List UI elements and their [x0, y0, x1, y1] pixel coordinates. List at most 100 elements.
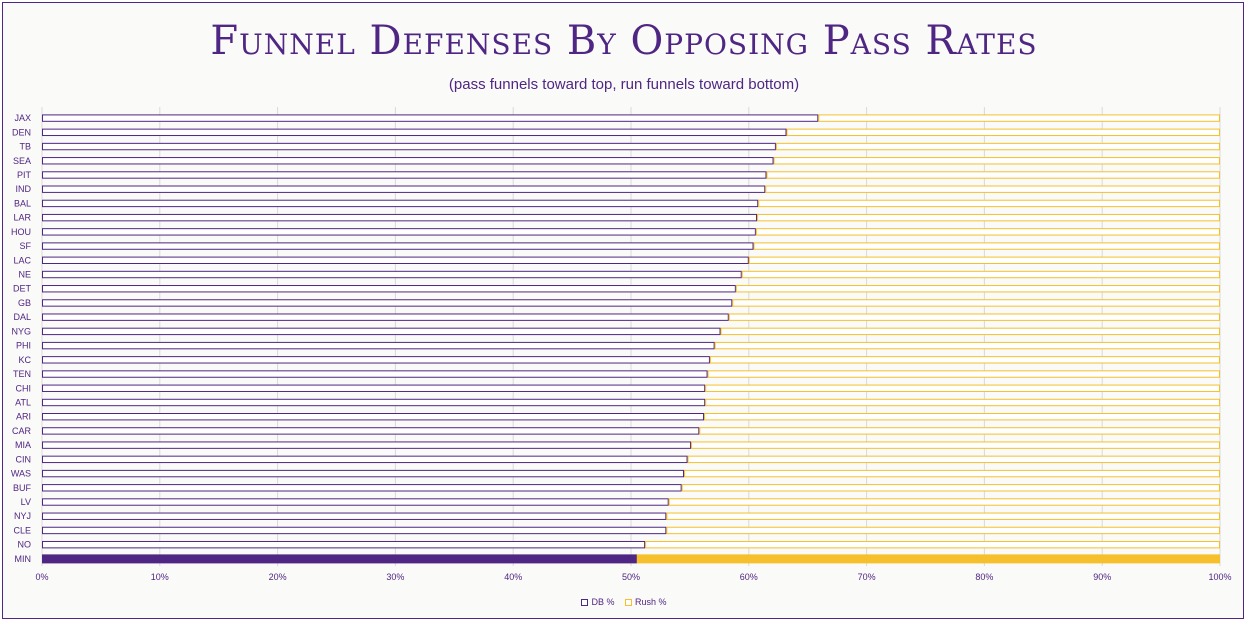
bar-db-nyj [42, 512, 667, 520]
bar-rush-bal [758, 199, 1220, 208]
x-tick-label: 20% [269, 572, 287, 582]
category-label-ari: ARI [16, 412, 31, 422]
bar-rush-pit [766, 171, 1220, 179]
bar-rush-ari [704, 413, 1220, 421]
bar-db-atl [42, 398, 706, 407]
x-tick-label: 10% [151, 572, 169, 582]
bar-rush-lv [668, 498, 1220, 506]
category-label-nyj: NYJ [14, 511, 31, 521]
bar-rush-ind [765, 185, 1220, 193]
bar-db-kc [42, 356, 710, 364]
bar-rush-lac [748, 256, 1220, 264]
category-label-min: MIN [15, 554, 32, 564]
x-tick-label: 60% [740, 572, 758, 582]
category-label-sea: SEA [13, 156, 31, 166]
category-label-tb: TB [19, 142, 31, 152]
category-label-cle: CLE [13, 525, 31, 535]
category-label-car: CAR [12, 426, 32, 436]
bar-db-ind [42, 185, 766, 193]
bar-db-buf [42, 484, 682, 492]
category-label-bal: BAL [14, 198, 31, 208]
bar-db-nyg [42, 327, 721, 336]
bar-rush-den [786, 128, 1220, 137]
bar-db-sf [42, 242, 754, 250]
chart-title: Funnel Defenses By Opposing Pass Rates [210, 18, 1038, 64]
bar-db-lv [42, 498, 669, 506]
bar-rush-tb [775, 142, 1220, 151]
bar-db-lar [42, 213, 758, 222]
bar-db-was [42, 469, 685, 478]
bar-db-cle [42, 526, 667, 535]
bars [42, 114, 1221, 564]
category-label-phi: PHI [16, 341, 31, 351]
bar-db-den [42, 128, 787, 137]
category-label-det: DET [13, 284, 32, 294]
bar-db-phi [42, 341, 715, 350]
bar-db-lac [42, 256, 749, 264]
bar-rush-nyj [666, 512, 1220, 520]
bar-rush-buf [681, 484, 1220, 492]
bar-db-bal [42, 199, 759, 208]
category-label-den: DEN [12, 127, 31, 137]
bar-db-dal [42, 313, 729, 321]
bar-db-cin [42, 455, 688, 464]
bar-rush-ne [741, 270, 1220, 279]
bar-rush-lar [757, 213, 1221, 222]
category-label-ind: IND [16, 184, 32, 194]
x-tick-label: 100% [1208, 572, 1231, 582]
bar-rush-ten [707, 370, 1220, 378]
category-label-dal: DAL [13, 312, 31, 322]
bar-rush-chi [705, 384, 1220, 392]
bar-rush-dal [728, 313, 1220, 321]
category-label-pit: PIT [17, 170, 32, 180]
category-label-ne: NE [18, 270, 31, 280]
x-tick-label: 70% [858, 572, 876, 582]
legend-item-rush: Rush % [625, 597, 667, 607]
category-label-ten: TEN [13, 369, 31, 379]
x-tick-label: 30% [386, 572, 404, 582]
legend-label-db: DB % [591, 597, 615, 607]
bar-rush-cin [687, 455, 1220, 464]
bar-rush-det [735, 285, 1220, 293]
bar-db-mia [42, 441, 692, 449]
x-tick-label: 90% [1093, 572, 1111, 582]
bar-rush-gb [732, 299, 1220, 307]
category-label-jax: JAX [14, 113, 31, 123]
bar-db-no [42, 540, 646, 549]
category-label-gb: GB [18, 298, 31, 308]
bar-rush-car [699, 427, 1220, 435]
category-label-mia: MIA [15, 440, 31, 450]
legend-item-db: DB % [581, 597, 614, 607]
bar-db-tb [42, 142, 776, 151]
bar-db-pit [42, 171, 767, 179]
bar-db-min [42, 554, 637, 564]
bar-db-ten [42, 370, 708, 378]
bar-db-jax [42, 114, 819, 122]
bar-rush-sea [773, 157, 1221, 165]
category-label-lac: LAC [13, 255, 31, 265]
bar-db-sea [42, 157, 774, 165]
bar-rush-mia [691, 441, 1220, 449]
bar-rush-sf [753, 242, 1221, 250]
bar-db-gb [42, 299, 733, 307]
category-label-chi: CHI [16, 383, 32, 393]
bar-rush-nyg [720, 327, 1220, 336]
x-tick-label: 40% [504, 572, 522, 582]
bar-db-ne [42, 270, 742, 279]
category-label-buf: BUF [13, 483, 32, 493]
x-tick-label: 80% [975, 572, 993, 582]
category-label-sf: SF [19, 241, 31, 251]
category-labels: JAX DEN TB SEA PIT IND BAL LAR HOU SF LAC NE DET GB DA… [11, 113, 32, 564]
bar-rush-cle [666, 526, 1220, 535]
x-axis-ticks: 0% 10% 20% 30% 40% 50% 60% 70% 80% 90% 100% [35, 572, 1231, 582]
category-label-kc: KC [18, 355, 31, 365]
bar-rush-min [636, 554, 1220, 564]
category-label-lar: LAR [13, 213, 31, 223]
x-tick-label: 0% [35, 572, 48, 582]
bar-db-car [42, 427, 700, 435]
legend: DB % Rush % [0, 597, 1248, 607]
category-label-lv: LV [21, 497, 31, 507]
bar-db-chi [42, 384, 706, 392]
chart-subtitle: (pass funnels toward top, run funnels to… [448, 76, 800, 93]
